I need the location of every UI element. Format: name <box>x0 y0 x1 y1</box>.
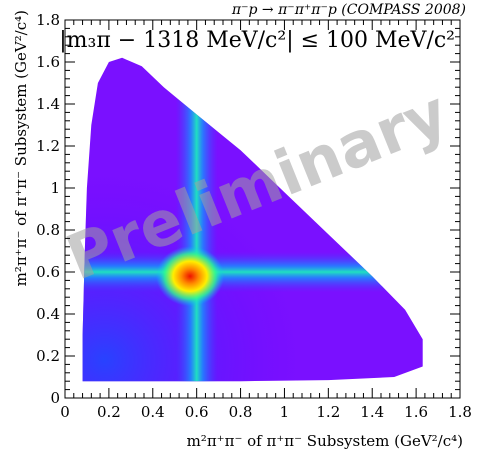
y-tick-label: 1.8 <box>36 11 60 29</box>
y-axis-title: m²π⁺π⁻ of π⁺π⁻ Subsystem (GeV²/c⁴) <box>12 10 30 286</box>
x-tick-label: 1 <box>280 403 290 421</box>
y-tick-label: 1.2 <box>36 137 60 155</box>
y-tick-label: 1 <box>50 179 60 197</box>
x-tick-label: 1.8 <box>448 403 472 421</box>
plot-frame <box>64 19 461 399</box>
x-tick-label: 0.4 <box>141 403 165 421</box>
x-tick-label: 1.4 <box>360 403 384 421</box>
axis-ticks <box>64 19 461 399</box>
reaction-label: π⁻p → π⁻π⁺π⁻p (COMPASS 2008) <box>231 2 466 18</box>
y-tick-label: 0.4 <box>36 305 60 323</box>
x-tick-label: 1.2 <box>316 403 340 421</box>
x-tick-label: 1.6 <box>404 403 428 421</box>
x-tick-label: 0 <box>60 403 70 421</box>
y-tick-label: 1.4 <box>36 95 60 113</box>
y-tick-label: 0.2 <box>36 347 60 365</box>
peak-spot <box>156 246 225 307</box>
cut-label: |m₃π − 1318 MeV/c²| ≤ 100 MeV/c² <box>59 28 455 53</box>
y-tick-label: 0.8 <box>36 221 60 239</box>
y-tick-label: 0.6 <box>36 263 60 281</box>
y-tick-labels: 0 0.2 0.4 0.6 0.8 1 1.2 1.4 1.6 1.8 <box>36 11 60 407</box>
x-tick-labels: 0 0.2 0.4 0.6 0.8 1 1.2 1.4 1.6 1.8 <box>60 403 472 421</box>
x-tick-label: 0.8 <box>229 403 253 421</box>
y-tick-label: 0 <box>50 389 60 407</box>
y-tick-label: 1.6 <box>36 53 60 71</box>
x-tick-label: 0.6 <box>185 403 209 421</box>
x-tick-label: 0.2 <box>97 403 121 421</box>
x-axis-title: m²π⁺π⁻ of π⁺π⁻ Subsystem (GeV²/c⁴) <box>187 432 463 450</box>
